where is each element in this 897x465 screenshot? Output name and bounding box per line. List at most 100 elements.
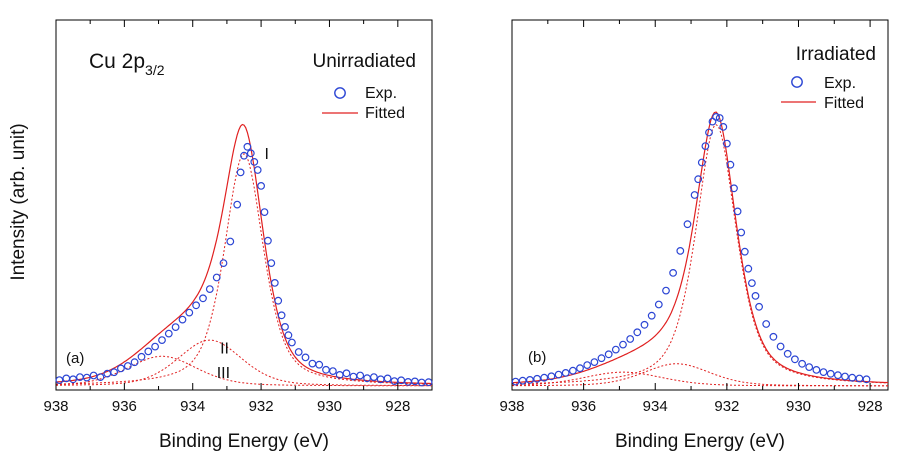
panel-b-exp-point bbox=[740, 247, 749, 256]
panel-a-exp-point bbox=[226, 237, 235, 246]
panel-a-exp-point bbox=[277, 311, 286, 320]
panel-a-exp-point bbox=[270, 279, 279, 287]
panel-a-exp-point bbox=[301, 353, 310, 362]
panel-b-exp-point bbox=[733, 207, 742, 216]
panel-a-exp-point bbox=[199, 294, 207, 303]
panel-a-component-curve-3 bbox=[56, 355, 432, 387]
panel-b-exp-point bbox=[626, 335, 635, 343]
panel-b-exp-point bbox=[715, 114, 724, 122]
panel-a-exp-point bbox=[55, 376, 64, 385]
panel-b-exp-point bbox=[561, 369, 570, 377]
panel-b-exp-point bbox=[597, 354, 606, 363]
panel-b-exp-point bbox=[647, 311, 656, 320]
panel-a-component-label-iii: III bbox=[217, 365, 230, 382]
panel-b-exp-point bbox=[723, 139, 731, 148]
panel-b-exp-point bbox=[826, 369, 835, 378]
panel-b-exp-point bbox=[554, 370, 563, 379]
panel-b-condition: Irradiated bbox=[796, 44, 876, 65]
panel-b-exp-point bbox=[533, 374, 541, 383]
panel-a-exp-point bbox=[192, 301, 201, 310]
panel-a-exp-point bbox=[253, 166, 262, 174]
panel-b-exp-point bbox=[751, 292, 760, 300]
panel-a-component-curve-2 bbox=[56, 339, 432, 387]
panel-b-exp-point bbox=[547, 372, 556, 381]
panel-a-exp-point bbox=[288, 338, 296, 347]
panel-b-exp-point bbox=[511, 377, 520, 386]
panel-a-frame bbox=[55, 19, 433, 391]
panel-b-curves bbox=[511, 111, 889, 387]
panel-a-exp-point bbox=[383, 374, 392, 383]
panel-a-points bbox=[55, 142, 433, 387]
panel-b-exp-point bbox=[705, 128, 713, 137]
panel-a-component-label-ii: II bbox=[220, 341, 229, 358]
panel-a-exp-point bbox=[264, 236, 272, 245]
panel-b-exp-point bbox=[690, 191, 699, 199]
panel-a-x-tick-label: 936 bbox=[112, 398, 137, 415]
panel-b-exp-point bbox=[791, 355, 799, 364]
spectrum-label: Cu 2p3/2 bbox=[89, 50, 165, 78]
panel-b-points bbox=[511, 112, 871, 386]
panel-b-x-tick-label: 932 bbox=[714, 398, 739, 415]
panel-b-exp-point bbox=[798, 359, 806, 368]
panel-a-exp-point bbox=[137, 352, 146, 361]
spectrum-label-sub: 3/2 bbox=[145, 62, 165, 78]
panel-a-fitted-curve bbox=[55, 123, 432, 385]
panel-b-exp-point bbox=[719, 122, 728, 131]
panel-a-x-tick-label: 934 bbox=[180, 398, 205, 415]
panel-b-exp-point bbox=[676, 246, 685, 255]
panel-a-exp-point bbox=[116, 364, 125, 373]
panel-b-exp-point bbox=[744, 264, 753, 273]
panel-a-exp-point bbox=[178, 315, 187, 324]
panel-b-exp-point bbox=[748, 279, 756, 288]
panel-b-exp-point bbox=[590, 358, 599, 367]
panel-a-exp-point bbox=[130, 358, 139, 367]
panel-b-exp-point bbox=[640, 320, 649, 329]
panel-a-exp-point bbox=[322, 365, 330, 374]
panel-a-exp-point bbox=[329, 367, 337, 376]
panel-b-exp-point bbox=[611, 345, 620, 354]
panel-a-exp-point bbox=[424, 378, 433, 387]
panel-a-condition: Unirradiated bbox=[313, 51, 417, 72]
panel-b-exp-point bbox=[669, 269, 677, 277]
panel-a-exp-point bbox=[315, 360, 324, 369]
panel-a-exp-point bbox=[404, 378, 413, 386]
panel-b-exp-point bbox=[694, 175, 703, 184]
panel-a-exp-point bbox=[342, 369, 351, 378]
panel-a-curves bbox=[55, 123, 432, 387]
panel-b-exp-point bbox=[683, 220, 692, 229]
panel-b-fitted-curve bbox=[511, 111, 889, 384]
panel-b-component-curve-1 bbox=[512, 124, 889, 385]
panel-a-exp-point bbox=[274, 296, 283, 305]
panel-a-exp-point bbox=[356, 371, 365, 380]
panel-a-exp-point bbox=[267, 259, 276, 268]
panel-a-exp-point bbox=[123, 362, 132, 370]
panel-a-exp-point bbox=[260, 208, 269, 217]
panel-b-exp-point bbox=[783, 349, 792, 358]
panel-b-exp-point bbox=[769, 332, 778, 341]
panel-a-exp-point bbox=[110, 368, 118, 377]
panel-b-exp-point bbox=[726, 160, 735, 169]
panel-b-exp-point bbox=[701, 142, 710, 151]
panel-a-exp-point bbox=[370, 373, 378, 382]
panel-a-exp-point bbox=[397, 376, 406, 385]
panel-b-exp-point bbox=[841, 372, 849, 381]
panel-b-exp-point bbox=[834, 371, 842, 380]
panel-b-exp-point bbox=[848, 373, 857, 382]
panel-b-exp-point bbox=[862, 375, 871, 384]
panel-b-exp-point bbox=[776, 342, 785, 351]
legend-exp-label: Exp. bbox=[824, 75, 856, 92]
y-axis-label: Intensity (arb. unit) bbox=[8, 123, 29, 280]
panel-b-exp-point bbox=[730, 184, 738, 193]
panel-a-exp-point bbox=[417, 378, 426, 387]
panel-b-ticks: 938 936 934 932 930 928 bbox=[499, 20, 883, 415]
panel-a-exp-point bbox=[164, 329, 173, 338]
panel-b-exp-point bbox=[662, 286, 670, 295]
panel-b-exp-point bbox=[805, 363, 814, 372]
panel-b-exp-point bbox=[697, 158, 706, 167]
panel-b-exp-point bbox=[755, 302, 763, 311]
panel-a-exp-point bbox=[257, 181, 266, 190]
panel-a-exp-point bbox=[151, 342, 160, 351]
